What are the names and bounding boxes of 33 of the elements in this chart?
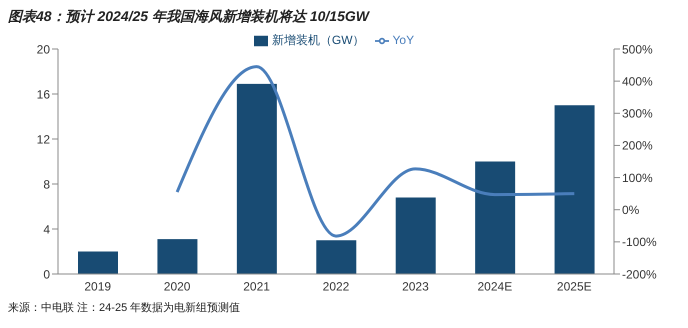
bar — [554, 105, 595, 274]
y2-tick-label: -200% — [622, 267, 658, 282]
legend-label: YoY — [392, 33, 414, 47]
y2-tick-label: 200% — [622, 138, 654, 153]
y-tick-label: 12 — [36, 132, 50, 146]
x-tick-label: 2021 — [243, 280, 270, 294]
bar — [316, 240, 356, 274]
x-tick-label: 2023 — [402, 280, 430, 294]
y2-tick-label: 100% — [622, 170, 654, 185]
x-tick-label: 2020 — [164, 280, 191, 294]
chart-title: 图表48：预计 2024/25 年我国海风新增装机将达 10/15GW — [8, 8, 371, 26]
y2-tick-label: 0% — [622, 202, 640, 217]
y2-tick-label: -100% — [622, 235, 658, 250]
x-tick-label: 2025E — [556, 280, 592, 294]
y2-tick-label: 500% — [622, 42, 654, 56]
bar — [475, 162, 516, 274]
line-series — [176, 65, 576, 238]
legend-label: 新增装机（GW） — [272, 33, 365, 47]
source-note: 来源：中电联 注：24-25 年数据为电新组预测值 — [8, 300, 242, 315]
x-tick-label: 2019 — [84, 280, 112, 294]
bar — [236, 84, 277, 274]
y-tick-label: 16 — [36, 87, 50, 102]
y-tick-label: 20 — [36, 42, 50, 56]
bar — [78, 252, 118, 274]
bar — [396, 198, 436, 274]
y-tick-label: 4 — [43, 222, 50, 236]
x-tick-label: 2022 — [322, 280, 350, 294]
bar — [157, 239, 198, 274]
y2-tick-label: 400% — [622, 74, 654, 88]
y2-tick-label: 300% — [622, 106, 654, 121]
y-tick-label: 0 — [43, 267, 50, 282]
x-tick-label: 2024E — [478, 280, 512, 294]
y-tick-label: 8 — [43, 177, 50, 192]
